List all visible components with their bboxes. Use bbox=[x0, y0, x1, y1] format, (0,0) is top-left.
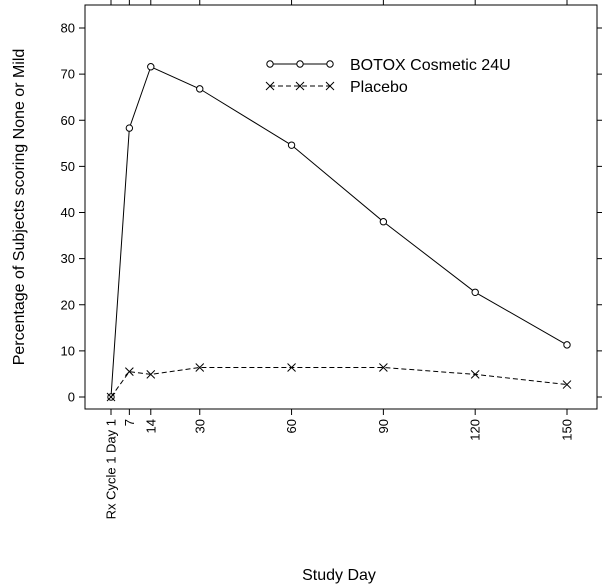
series-line bbox=[110, 366, 568, 398]
legend-label: Placebo bbox=[350, 79, 408, 96]
series-placebo bbox=[106, 363, 572, 402]
data-point bbox=[125, 367, 134, 376]
legend-entry: Placebo bbox=[265, 79, 408, 96]
x-mark-stroke bbox=[470, 370, 480, 379]
x-tick-label: 90 bbox=[376, 419, 391, 433]
x-axis-title: Study Day bbox=[302, 567, 376, 584]
y-tick-label: 40 bbox=[61, 205, 75, 220]
x-mark-stroke bbox=[295, 81, 305, 91]
x-mark-stroke bbox=[379, 363, 388, 372]
legend-marker bbox=[266, 60, 274, 68]
x-mark-stroke bbox=[325, 81, 335, 91]
legend: BOTOX Cosmetic 24U Placebo bbox=[265, 57, 511, 96]
data-point bbox=[562, 380, 572, 389]
x-tick-label: 120 bbox=[468, 419, 483, 441]
y-tick-label: 50 bbox=[61, 159, 75, 174]
legend-marker bbox=[296, 60, 304, 68]
data-point bbox=[471, 288, 479, 296]
x-mark-stroke bbox=[287, 363, 296, 372]
x-mark-stroke bbox=[146, 370, 156, 379]
data-point bbox=[470, 370, 480, 379]
data-point bbox=[146, 370, 156, 379]
x-mark-stroke bbox=[125, 367, 134, 376]
x-tick-label: 30 bbox=[192, 419, 207, 433]
plot-frame bbox=[84, 4, 598, 410]
x-mark-stroke bbox=[195, 363, 205, 372]
y-tick-label: 20 bbox=[61, 297, 75, 312]
data-point bbox=[379, 218, 388, 226]
legend-label: BOTOX Cosmetic 24U bbox=[350, 57, 511, 74]
y-tick-label: 70 bbox=[61, 67, 75, 82]
data-point bbox=[563, 341, 571, 349]
legend-entry: BOTOX Cosmetic 24U bbox=[266, 57, 511, 74]
legend-marker bbox=[325, 81, 335, 91]
data-point bbox=[106, 392, 116, 402]
y-axis-title: Percentage of Subjects scoring None or M… bbox=[11, 49, 28, 366]
y-tick-label: 60 bbox=[61, 113, 75, 128]
data-point bbox=[125, 124, 134, 132]
x-tick-label: 150 bbox=[560, 419, 575, 441]
y-tick-label: 80 bbox=[61, 21, 75, 36]
x-mark-stroke bbox=[265, 81, 275, 91]
y-axis: 0 10 20 30 40 50 60 70 80 bbox=[61, 21, 602, 405]
x-tick-label: Rx Cycle 1 Day 1 bbox=[104, 419, 119, 519]
series-line bbox=[110, 66, 568, 398]
legend-marker bbox=[326, 60, 334, 68]
data-point bbox=[147, 63, 155, 71]
x-tick-label: 7 bbox=[122, 419, 137, 426]
x-tick-label: 60 bbox=[284, 419, 299, 433]
data-point bbox=[379, 363, 388, 372]
legend-marker bbox=[295, 81, 305, 91]
data-point bbox=[287, 363, 296, 372]
x-mark-stroke bbox=[562, 380, 572, 389]
data-point bbox=[287, 141, 296, 149]
y-tick-label: 30 bbox=[61, 251, 75, 266]
x-tick-label: 14 bbox=[143, 419, 158, 433]
y-tick-label: 10 bbox=[61, 343, 75, 358]
data-point bbox=[196, 85, 204, 93]
data-point bbox=[195, 363, 205, 372]
x-axis: Rx Cycle 1 Day 1 7 14 30 60 90 120 150 bbox=[104, 0, 575, 519]
series-botox bbox=[107, 63, 571, 401]
series-layer bbox=[106, 63, 572, 402]
legend-marker bbox=[265, 81, 275, 91]
y-tick-label: 0 bbox=[68, 390, 75, 405]
x-mark-stroke bbox=[106, 392, 116, 402]
